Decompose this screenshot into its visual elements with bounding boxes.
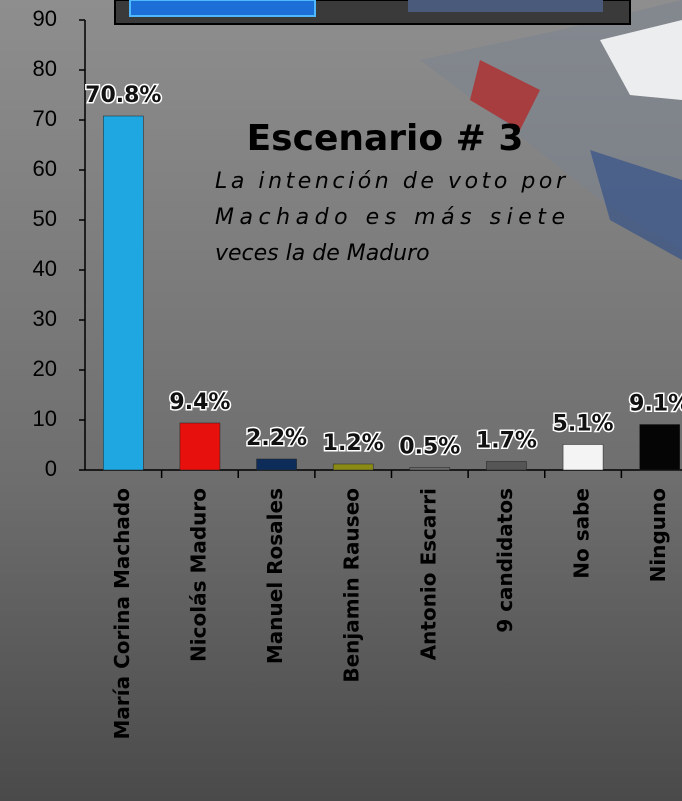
bar	[562, 444, 604, 471]
value-label: 9.1%	[629, 392, 682, 417]
x-tick-label: Benjamin Rauseo	[340, 488, 364, 683]
photo	[408, 0, 603, 12]
annotation: veces la de Maduro	[215, 241, 430, 266]
value-label: 0.5%	[399, 435, 460, 460]
y-tick-label: 90	[33, 6, 57, 31]
x-tick-label: Antonio Escarri	[416, 488, 440, 660]
y-tick-label: 10	[33, 406, 57, 431]
bar	[256, 458, 297, 471]
bar	[486, 461, 527, 471]
photo	[129, 0, 316, 17]
value-label: 1.2%	[323, 431, 384, 456]
x-tick-label: Nicolás Maduro	[186, 488, 210, 662]
y-tick-label: 80	[33, 56, 57, 81]
y-tick-label: 60	[33, 156, 57, 181]
chart-title: Escenario # 3	[247, 118, 524, 159]
value-label: 9.4%	[169, 390, 230, 415]
y-tick-label: 40	[33, 256, 57, 281]
y-tick-label: 20	[33, 356, 57, 381]
y-tick-label: 70	[33, 106, 57, 131]
value-label: 2.2%	[246, 426, 307, 451]
x-tick-label: María Corina Machado	[110, 488, 134, 739]
x-tick-label: Ninguno	[646, 488, 670, 582]
annotation: Machado es más siete	[215, 205, 565, 230]
bar	[103, 115, 144, 471]
bar	[639, 424, 680, 471]
bar	[179, 422, 221, 471]
bar	[332, 463, 374, 471]
x-tick-label: 9 candidatos	[493, 488, 517, 633]
decoration	[420, 0, 682, 260]
y-tick-label: 30	[33, 306, 57, 331]
value-label: 1.7%	[476, 429, 537, 454]
y-tick-label: 50	[33, 206, 57, 231]
bar	[409, 467, 451, 471]
x-tick-label: Manuel Rosales	[263, 488, 287, 664]
y-tick-label: 0	[45, 456, 57, 481]
x-tick-label: No sabe	[570, 488, 594, 579]
value-label: 5.1%	[553, 412, 614, 437]
value-label: 70.8%	[85, 83, 161, 108]
